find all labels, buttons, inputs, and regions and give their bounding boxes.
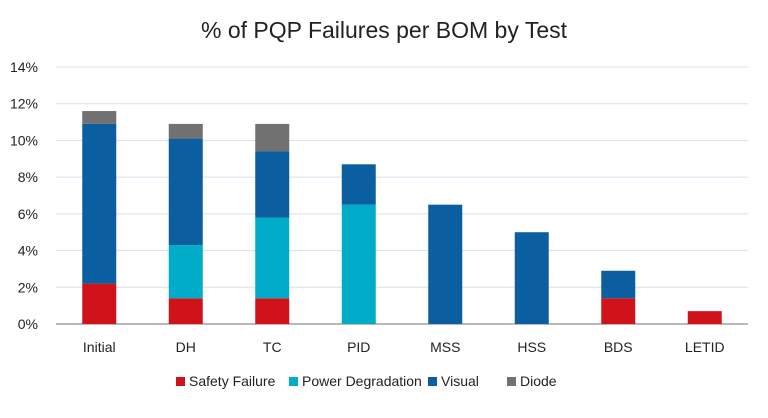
bar-segment-safety-failure	[82, 283, 117, 324]
legend-swatch	[289, 377, 298, 386]
chart-title: % of PQP Failures per BOM by Test	[201, 17, 568, 43]
y-tick-label: 0%	[18, 316, 38, 332]
bar-segment-visual	[82, 123, 117, 284]
bar-segment-power-degradation	[255, 217, 290, 299]
x-tick-label: Initial	[83, 339, 116, 355]
y-tick-label: 4%	[18, 243, 38, 259]
x-tick-label: DH	[176, 339, 196, 355]
y-tick-label: 6%	[18, 206, 38, 222]
bar-segment-visual	[255, 151, 290, 218]
bar-segment-visual	[428, 204, 463, 324]
legend-label: Power Degradation	[302, 373, 422, 389]
bar-segment-visual	[168, 138, 203, 246]
bar-segment-safety-failure	[687, 311, 722, 324]
y-tick-label: 8%	[18, 169, 38, 185]
x-tick-label: TC	[263, 339, 282, 355]
x-tick-label: LETID	[685, 339, 725, 355]
x-tick-label: MSS	[430, 339, 460, 355]
y-tick-label: 12%	[10, 96, 38, 112]
bar-segment-visual	[601, 270, 636, 299]
legend-swatch	[428, 377, 437, 386]
x-tick-label: PID	[347, 339, 370, 355]
bar-segment-visual	[341, 164, 376, 205]
bar-segment-safety-failure	[255, 298, 290, 324]
y-tick-label: 10%	[10, 132, 38, 148]
legend-swatch	[507, 377, 516, 386]
y-tick-label: 14%	[10, 59, 38, 75]
bar-segment-safety-failure	[168, 298, 203, 324]
legend-swatch	[176, 377, 185, 386]
legend-label: Visual	[441, 373, 479, 389]
bar-segment-power-degradation	[168, 245, 203, 299]
bar-segment-safety-failure	[601, 298, 636, 324]
y-tick-label: 2%	[18, 279, 38, 295]
bar-segment-power-degradation	[341, 204, 376, 324]
legend-label: Diode	[520, 373, 557, 389]
x-tick-label: HSS	[517, 339, 546, 355]
bar-segment-diode	[82, 111, 117, 124]
x-tick-label: BDS	[604, 339, 633, 355]
bar-segment-diode	[255, 123, 290, 152]
bar-segment-diode	[168, 123, 203, 139]
bar-segment-visual	[514, 232, 549, 324]
legend-label: Safety Failure	[189, 373, 276, 389]
